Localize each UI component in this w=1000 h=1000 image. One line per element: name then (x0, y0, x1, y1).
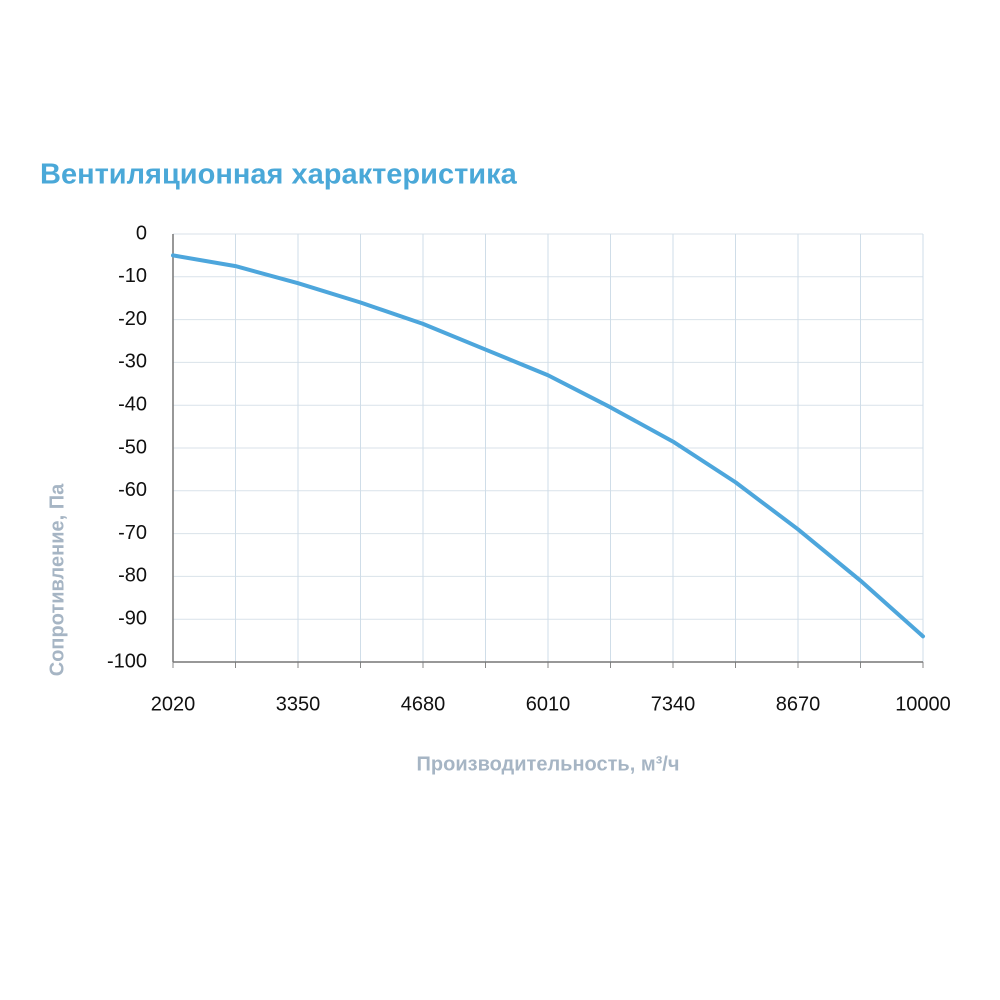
y-tick-label: -10 (118, 265, 147, 287)
y-tick-label: -20 (118, 308, 147, 330)
x-tick-label: 6010 (526, 693, 571, 715)
y-tick-label: -100 (107, 650, 147, 672)
y-tick-label: -60 (118, 479, 147, 501)
y-axis-title: Сопротивление, Па (46, 483, 68, 676)
chart-title: Вентиляционная характеристика (40, 159, 518, 191)
y-tick-label: 0 (136, 222, 147, 244)
y-tick-label: -30 (118, 351, 147, 373)
x-tick-label: 10000 (895, 693, 951, 715)
x-tick-label: 3350 (276, 693, 321, 715)
x-tick-label: 8670 (776, 693, 821, 715)
y-tick-label: -40 (118, 393, 147, 415)
y-tick-label: -80 (118, 565, 147, 587)
y-tick-label: -90 (118, 607, 147, 629)
x-tick-label: 2020 (151, 693, 196, 715)
y-tick-label: -70 (118, 522, 147, 544)
x-tick-label: 7340 (651, 693, 696, 715)
x-axis-title: Производительность, м³/ч (417, 753, 680, 775)
data-line (171, 253, 925, 639)
y-tick-label: -50 (118, 436, 147, 458)
x-tick-label: 4680 (401, 693, 446, 715)
